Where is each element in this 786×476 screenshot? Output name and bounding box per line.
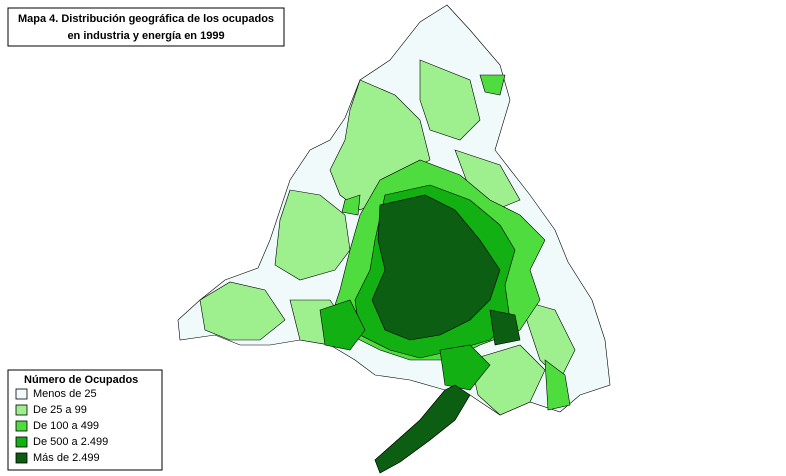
- title-line: en industria y energía en 1999: [67, 30, 224, 42]
- municipality: [371, 194, 501, 341]
- municipalities: [177, 4, 611, 474]
- municipality: [274, 189, 351, 281]
- municipality: [479, 74, 506, 96]
- legend-swatch: [15, 452, 28, 464]
- municipality: [439, 344, 491, 391]
- legend-swatch: [15, 420, 28, 432]
- municipality: [519, 299, 576, 381]
- title-box: [7, 7, 285, 47]
- legend: Menos de 25 De 25 a 99 De 100 a 499 De 500 …: [15, 388, 108, 464]
- legend-title: Número de Ocupados: [24, 374, 138, 386]
- legend-label: De 500 a 2.499: [33, 436, 108, 448]
- municipality: [199, 281, 286, 341]
- municipality: [374, 384, 471, 474]
- legend-swatch: [15, 404, 28, 416]
- title-line: Mapa 4. Distribución geográfica de los o…: [18, 13, 274, 25]
- municipality: [319, 299, 366, 351]
- municipality: [544, 359, 571, 411]
- legend-label: Menos de 25: [33, 388, 97, 400]
- municipality: [341, 194, 361, 216]
- legend-label: Más de 2.499: [33, 452, 100, 464]
- municipality: [469, 344, 546, 416]
- municipality: [419, 59, 481, 141]
- legend-swatch: [15, 388, 28, 400]
- legend-swatch: [15, 436, 28, 448]
- municipality: [489, 309, 521, 346]
- legend-label: De 100 a 499: [33, 420, 99, 432]
- legend-box: [7, 369, 163, 471]
- legend-label: De 25 a 99: [33, 404, 87, 416]
